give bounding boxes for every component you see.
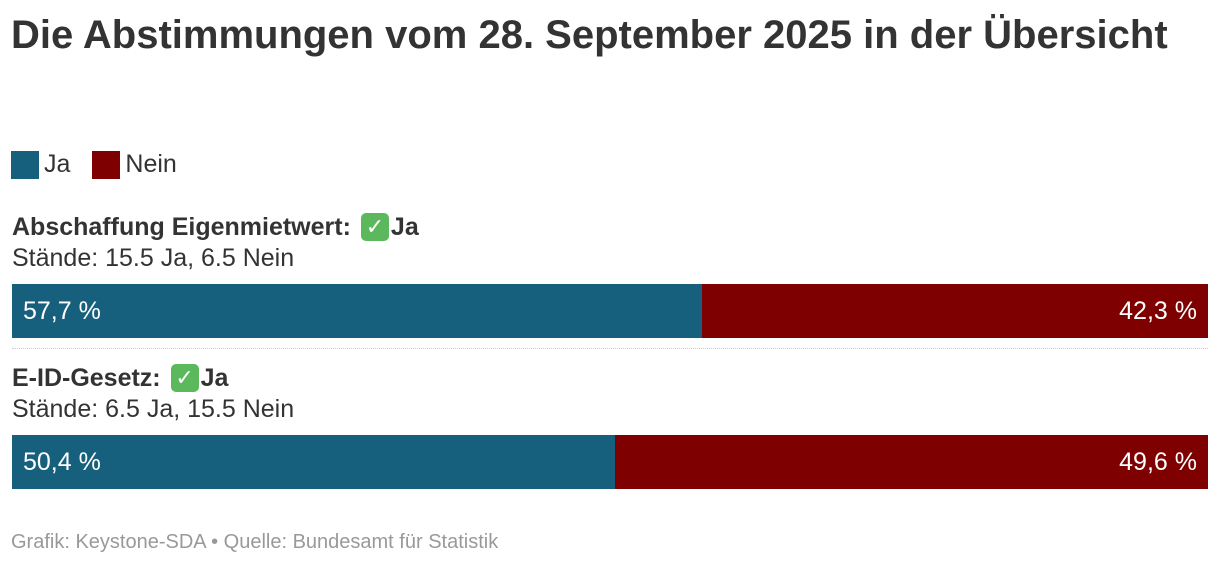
check-mark-icon: ✓ [170,364,199,392]
vote-result: Ja [390,213,419,241]
legend-swatch-yes [11,150,39,179]
bar-label-yes: 50,4 % [23,448,101,476]
bar-label-yes: 57,7 % [23,297,101,325]
vote-heading: E-ID-Gesetz: ✓ Ja [12,363,1208,393]
vote-block-e-id: E-ID-Gesetz: ✓ Ja Stände: 6.5 Ja, 15.5 N… [12,363,1208,489]
bar-segment-yes: 57,7 % [12,284,703,338]
vote-staende: Stände: 6.5 Ja, 15.5 Nein [12,395,295,423]
legend-label-yes: Ja [44,150,71,178]
legend-label-no: Nein [125,150,177,178]
vote-staende: Stände: 15.5 Ja, 6.5 Nein [12,244,295,272]
divider [12,348,1208,349]
source-footer: Grafik: Keystone-SDA • Quelle: Bundesamt… [11,531,499,553]
legend-item-yes: Ja [11,150,70,179]
check-mark-icon: ✓ [360,213,389,241]
bar-label-no: 49,6 % [1119,448,1197,476]
bar-segment-no: 49,6 % [614,435,1208,489]
bar-label-no: 42,3 % [1119,297,1197,325]
chart-title: Die Abstimmungen vom 28. September 2025 … [11,13,1168,57]
vote-title: Abschaffung Eigenmietwert: [12,213,351,241]
bar-segment-yes: 50,4 % [12,435,615,489]
bar-segment-no: 42,3 % [702,284,1208,338]
legend: Ja Nein [11,150,199,179]
vote-title: E-ID-Gesetz: [12,364,161,392]
vote-result: Ja [200,364,229,392]
vote-heading: Abschaffung Eigenmietwert: ✓ Ja [12,212,1208,242]
result-bar: 57,7 % 42,3 % [12,284,1208,338]
legend-item-no: Nein [92,150,177,179]
result-bar: 50,4 % 49,6 % [12,435,1208,489]
legend-swatch-no [92,150,121,179]
vote-block-eigenmietwert: Abschaffung Eigenmietwert: ✓ Ja Stände: … [12,212,1208,338]
